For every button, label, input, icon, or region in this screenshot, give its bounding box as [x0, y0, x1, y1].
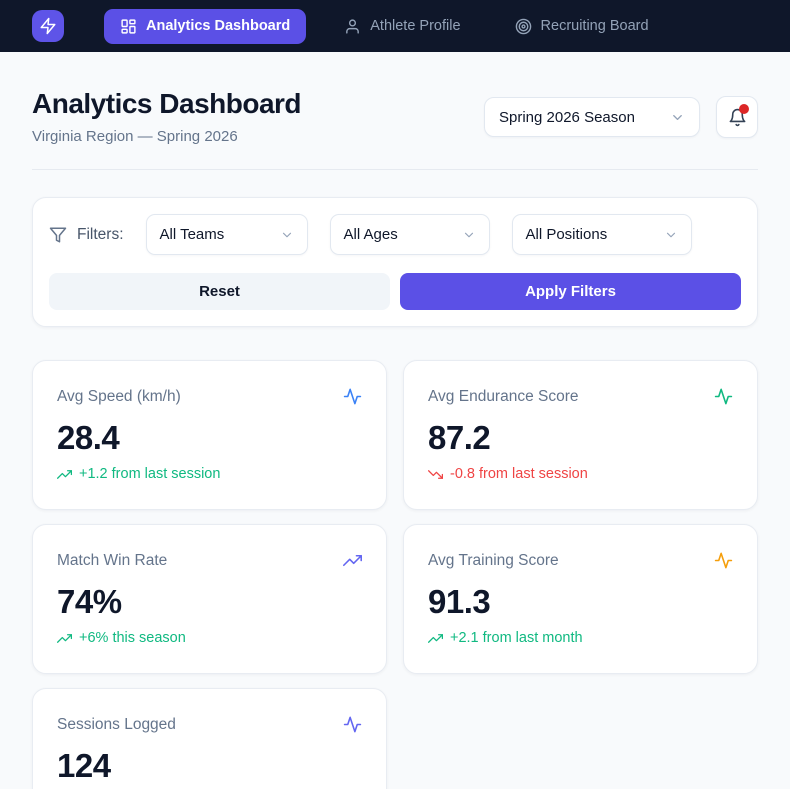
activity-icon [714, 551, 733, 570]
stat-label: Sessions Logged [57, 715, 176, 733]
teams-select[interactable]: All Teams [145, 214, 308, 255]
filters-buttons: Reset Apply Filters [49, 273, 741, 310]
filters-card: Filters: All Teams All Ages All Position… [32, 197, 758, 327]
chevron-down-icon [280, 228, 294, 242]
activity-icon [343, 715, 362, 734]
stat-label: Match Win Rate [57, 551, 168, 569]
stat-card-avg-endurance: Avg Endurance Score 87.2 -0.8 from last … [403, 360, 758, 510]
trending-up-icon [343, 551, 362, 570]
nav-tab-label: Analytics Dashboard [146, 18, 291, 34]
ages-select[interactable]: All Ages [329, 214, 490, 255]
stat-label: Avg Endurance Score [428, 387, 579, 405]
dashboard-grid-icon [120, 18, 137, 35]
page-subtitle: Virginia Region — Spring 2026 [32, 128, 238, 145]
stat-value: 74% [57, 583, 122, 620]
trending-up-icon [57, 467, 72, 482]
user-icon [344, 18, 361, 35]
filters-row: Filters: All Teams All Ages All Position… [49, 214, 741, 255]
stat-delta: +1.2 from last session [57, 466, 362, 482]
chevron-down-icon [670, 110, 685, 125]
nav-tab-label: Athlete Profile [370, 18, 461, 34]
apply-filters-button[interactable]: Apply Filters [400, 273, 741, 310]
chevron-down-icon [462, 228, 476, 242]
stat-value: 87.2 [428, 419, 491, 456]
positions-select[interactable]: All Positions [511, 214, 692, 255]
activity-icon [714, 387, 733, 406]
stat-delta-text: +1.2 from last session [79, 466, 221, 482]
page-title: Analytics Dashboard [32, 88, 302, 119]
stat-delta: -0.8 from last session [428, 466, 733, 482]
stat-value: 91.3 [428, 583, 491, 620]
season-select-value: Spring 2026 Season [499, 108, 635, 126]
trending-up-icon [428, 631, 443, 646]
stat-card-avg-speed: Avg Speed (km/h) 28.4 +1.2 from last ses… [32, 360, 387, 510]
header-actions: Spring 2026 Season [484, 96, 758, 138]
notification-dot [739, 104, 749, 114]
zap-icon [39, 17, 57, 35]
stat-card-avg-training: Avg Training Score 91.3 +2.1 from last m… [403, 524, 758, 674]
trending-up-icon [57, 631, 72, 646]
reset-button[interactable]: Reset [49, 273, 390, 310]
positions-select-value: All Positions [525, 226, 608, 243]
stat-delta-text: -0.8 from last session [450, 466, 588, 482]
stat-label: Avg Training Score [428, 551, 559, 569]
nav-tab-athlete-profile[interactable]: Athlete Profile [328, 9, 476, 44]
nav-tabs: Analytics Dashboard Athlete Profile Recr… [104, 8, 665, 44]
top-nav: Analytics Dashboard Athlete Profile Recr… [0, 0, 790, 52]
stat-delta-text: +2.1 from last month [450, 630, 583, 646]
filters-label: Filters: [77, 225, 124, 243]
bell-icon [728, 108, 747, 127]
stat-delta-text: +6% this season [79, 630, 186, 646]
nav-tab-label: Recruiting Board [540, 18, 649, 34]
funnel-icon [49, 226, 67, 244]
brand-logo[interactable] [32, 10, 64, 42]
stat-value: 28.4 [57, 419, 120, 456]
notifications-button[interactable] [716, 96, 758, 138]
page-header: Analytics Dashboard Virginia Region — Sp… [32, 88, 758, 145]
ages-select-value: All Ages [343, 226, 398, 243]
teams-select-value: All Teams [159, 226, 225, 243]
stat-value: 124 [57, 747, 111, 784]
header-divider [32, 169, 758, 170]
stats-grid: Avg Speed (km/h) 28.4 +1.2 from last ses… [32, 360, 758, 789]
filters-label-group: Filters: [49, 226, 124, 244]
filter-selects: All Teams All Ages All Positions [145, 214, 692, 255]
activity-icon [343, 387, 362, 406]
target-icon [515, 18, 532, 35]
stat-delta: +6% this season [57, 630, 362, 646]
stat-delta: +2.1 from last month [428, 630, 733, 646]
stat-label: Avg Speed (km/h) [57, 387, 181, 405]
chevron-down-icon [664, 228, 678, 242]
page-header-text: Analytics Dashboard Virginia Region — Sp… [32, 88, 302, 145]
season-select[interactable]: Spring 2026 Season [484, 97, 700, 137]
stat-card-sessions-logged: Sessions Logged 124 [32, 688, 387, 789]
trending-down-icon [428, 467, 443, 482]
stat-card-match-win-rate: Match Win Rate 74% +6% this season [32, 524, 387, 674]
nav-tab-analytics-dashboard[interactable]: Analytics Dashboard [104, 8, 307, 44]
nav-tab-recruiting-board[interactable]: Recruiting Board [499, 9, 665, 44]
page-content: Analytics Dashboard Virginia Region — Sp… [0, 88, 790, 789]
